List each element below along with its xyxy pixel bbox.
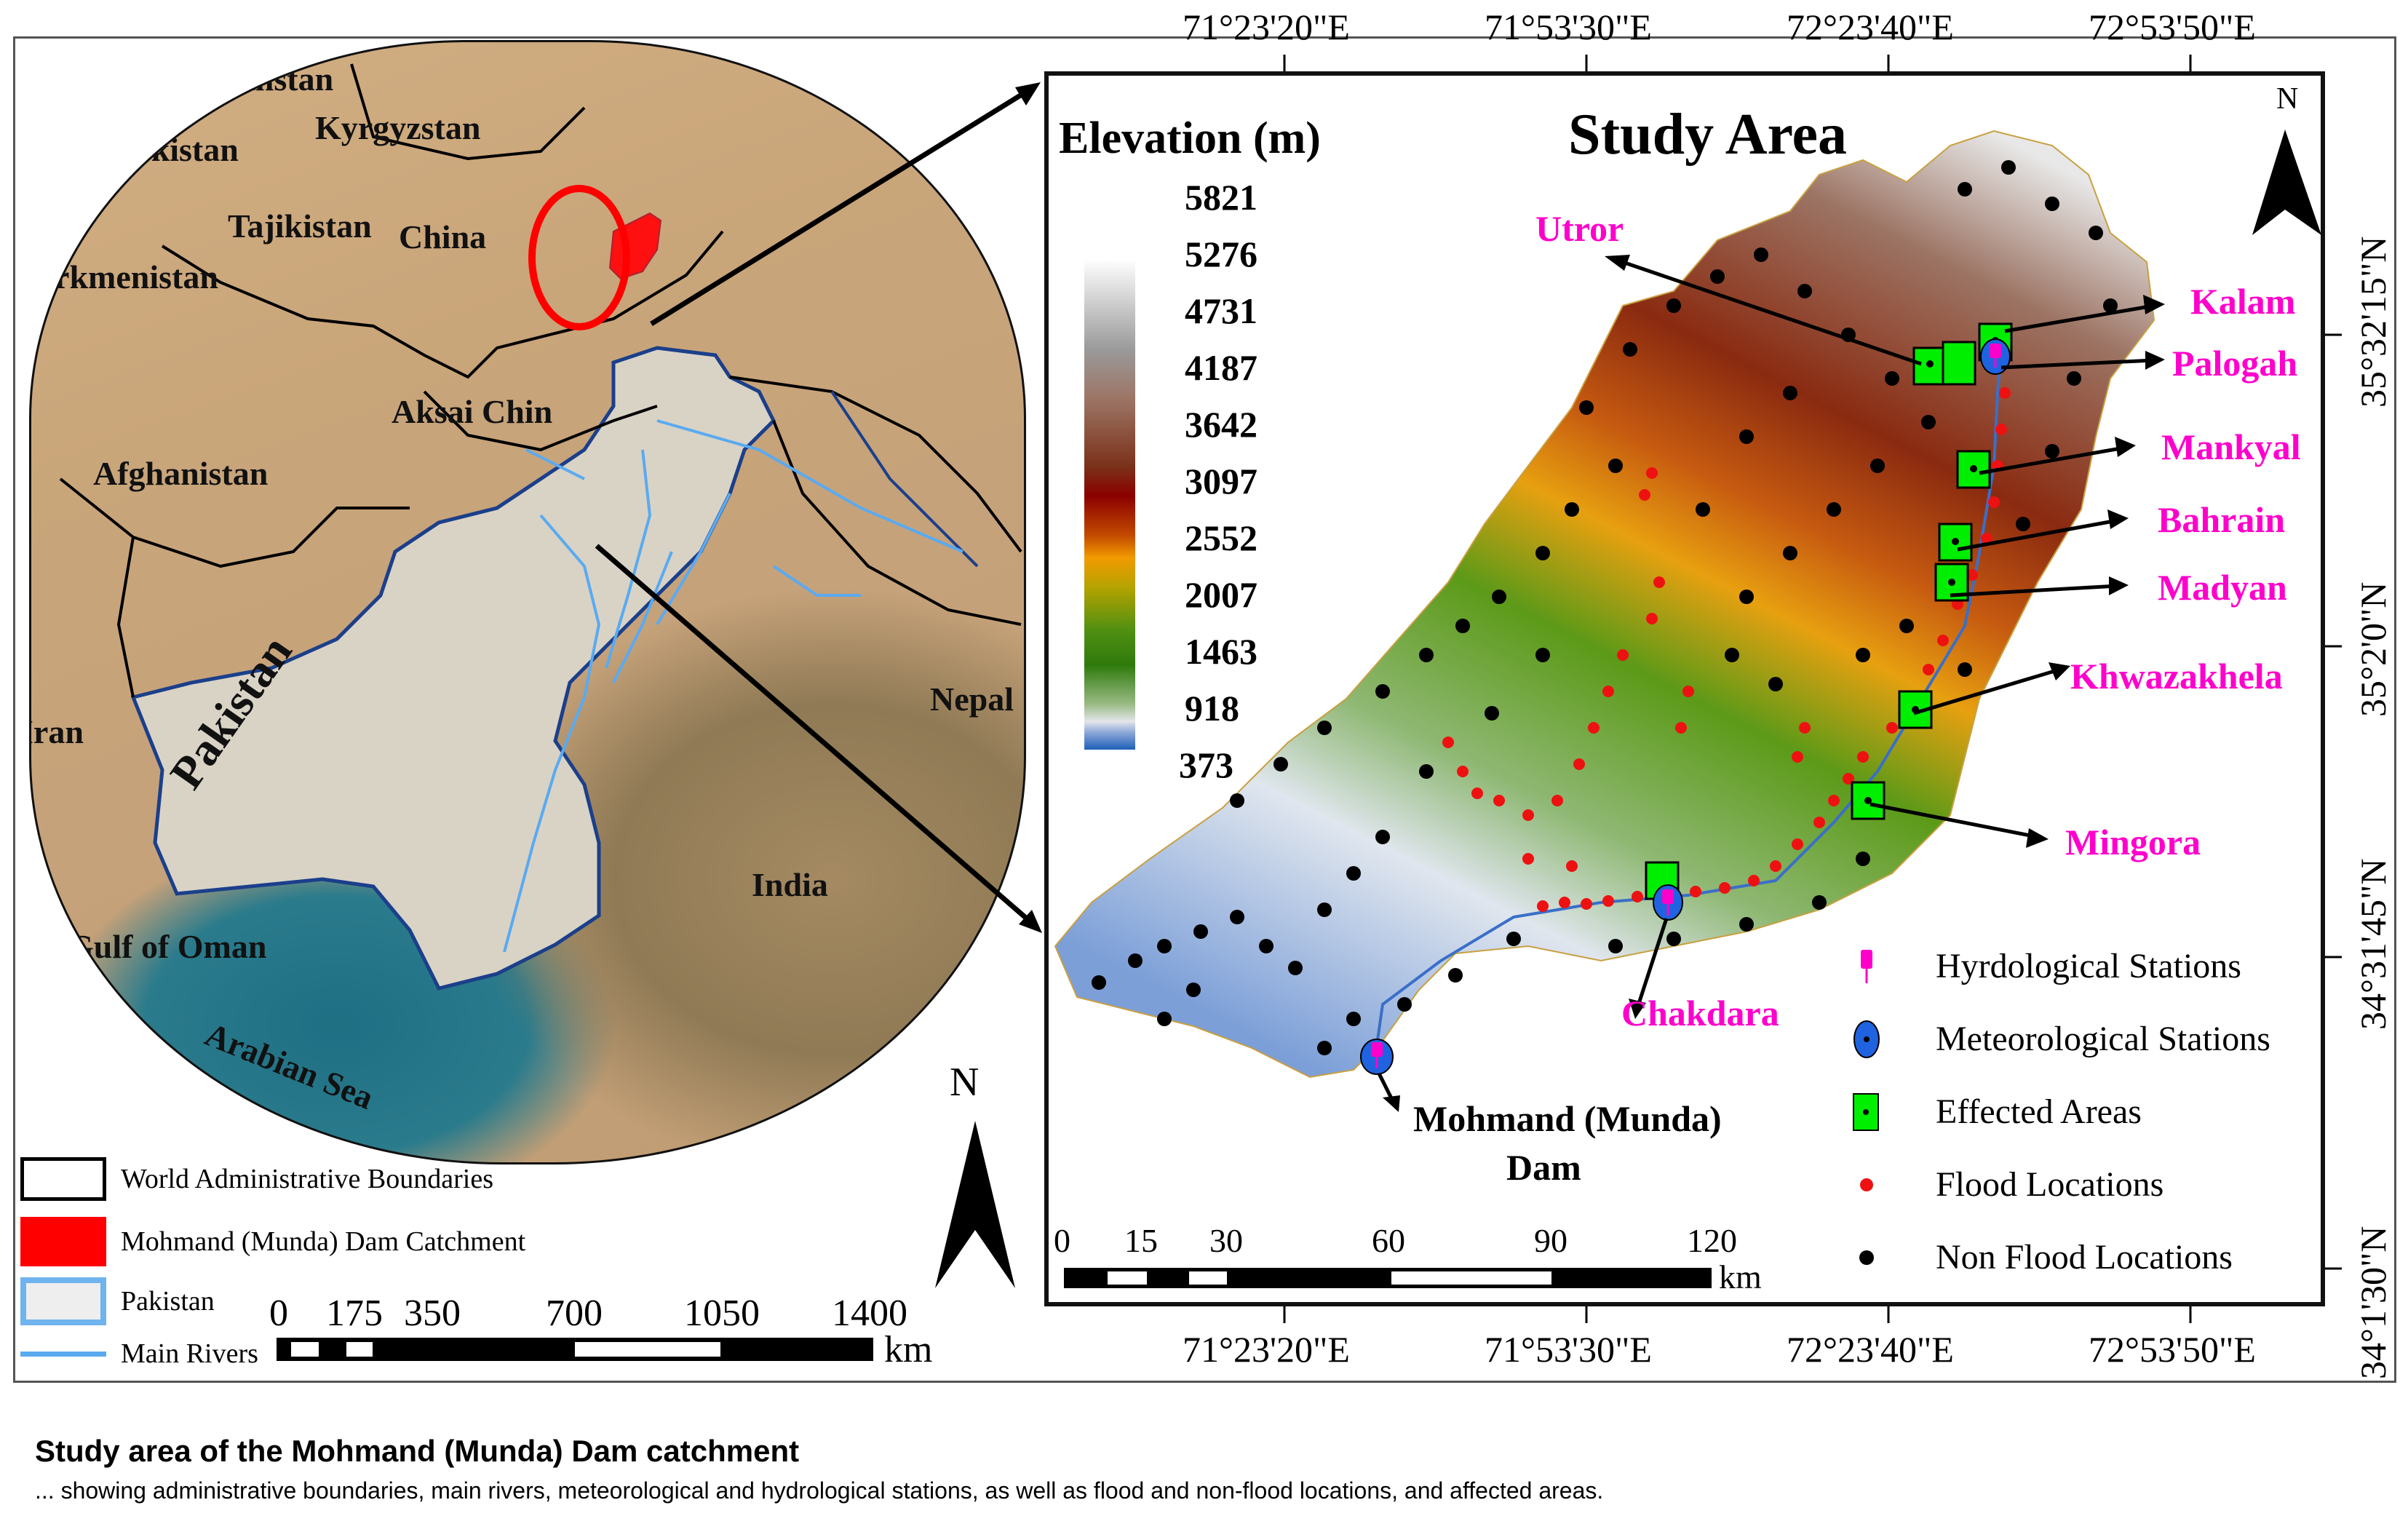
scale-tick: 350 xyxy=(404,1293,461,1334)
site-label-mankyal: Mankyal xyxy=(2161,426,2301,467)
hydrological-stations xyxy=(1371,344,2001,1068)
scale-tick: 30 xyxy=(1209,1222,1243,1259)
study-scale-bar xyxy=(1064,1268,1712,1288)
bottom-longitude: 71°53'30"E xyxy=(1485,1329,1652,1370)
label-india: India xyxy=(752,866,828,903)
elevation-value: 4187 xyxy=(1185,347,1257,388)
inset-scale-bar xyxy=(277,1338,873,1361)
black-dot-icon xyxy=(1859,1250,1874,1265)
elevation-value: 3097 xyxy=(1185,461,1257,501)
top-longitude: 72°53'50"E xyxy=(2089,7,2256,47)
site-label-khwazakhela: Khwazakhela xyxy=(2070,656,2283,697)
legend-hydrological-stations: Hyrdological Stations xyxy=(1841,946,2241,986)
scale-unit: km xyxy=(884,1329,933,1370)
elevation-value: 5821 xyxy=(1185,177,1257,218)
river-line-icon xyxy=(20,1351,106,1357)
right-latitude: 35°32'15"N xyxy=(2353,236,2393,408)
site-label-mingora: Mingora xyxy=(2065,822,2201,862)
non-flood-locations xyxy=(1092,160,2118,1055)
study-north-label: N xyxy=(2276,82,2299,116)
bottom-longitude: 72°53'50"E xyxy=(2089,1329,2256,1370)
site-label-chakdara: Chakdara xyxy=(1621,993,1779,1033)
legend-catchment: Mohmand (Munda) Dam Catchment xyxy=(20,1217,525,1266)
label-afghanistan: Afghanistan xyxy=(93,455,269,492)
site-label-palogah: Palogah xyxy=(2172,343,2298,384)
red-fill-swatch-icon xyxy=(20,1217,106,1266)
label-tajikistan: Tajikistan xyxy=(228,207,372,245)
scale-tick: 120 xyxy=(1687,1222,1737,1259)
label-nepal: Nepal xyxy=(930,680,1014,718)
scale-tick: 175 xyxy=(326,1293,383,1334)
red-dot-icon xyxy=(1860,1178,1873,1191)
label-turkmenistan: Turkmenistan xyxy=(29,258,218,295)
dam-label-line1: Mohmand (Munda) xyxy=(1413,1098,1722,1139)
study-north-arrow-icon xyxy=(2252,130,2321,235)
elevation-value: 373 xyxy=(1179,745,1233,785)
legend-effected-areas: Effected Areas xyxy=(1841,1092,2142,1132)
scale-tick: 90 xyxy=(1534,1222,1567,1259)
scale-tick: 0 xyxy=(1054,1222,1070,1259)
figure-caption-subtitle: ... showing administrative boundaries, m… xyxy=(35,1477,1604,1504)
elevation-value: 1463 xyxy=(1185,631,1257,672)
legend-flood-locations: Flood Locations xyxy=(1841,1164,2163,1205)
elevation-value: 3642 xyxy=(1185,404,1257,445)
scale-tick: 60 xyxy=(1372,1222,1405,1259)
scale-tick: 0 xyxy=(269,1293,288,1334)
site-pointer-arrows xyxy=(1377,256,2155,1104)
inset-north-arrow-icon xyxy=(935,1121,1015,1288)
outline-swatch-icon xyxy=(20,1157,106,1201)
right-latitude: 35°2'0"N xyxy=(2353,582,2393,717)
elevation-legend-title: Elevation (m) xyxy=(1059,114,1321,163)
legend-non-flood-locations: Non Flood Locations xyxy=(1841,1237,2233,1277)
label-kazakhstan: Kazakhstan xyxy=(162,60,334,98)
right-latitude: 34°31'45"N xyxy=(2353,858,2393,1030)
elevation-value: 2552 xyxy=(1185,517,1257,558)
top-longitude: 72°23'40"E xyxy=(1787,7,1954,47)
top-longitude: 71°23'20"E xyxy=(1183,7,1350,47)
figure-caption-title: Study area of the Mohmand (Munda) Dam ca… xyxy=(35,1434,800,1468)
scale-tick: 1400 xyxy=(832,1293,907,1334)
legend-pakistan: Pakistan xyxy=(20,1277,215,1325)
scale-unit: km xyxy=(1719,1258,1762,1295)
legend-meteorological-stations: Meteorological Stations xyxy=(1841,1019,2270,1059)
label-uzbekistan: Uzbekistan xyxy=(79,131,239,168)
right-latitude: 34°1'30"N xyxy=(2353,1226,2393,1379)
inset-overview-map: Kazakhstan Kyrgyzstan Uzbekistan Tajikis… xyxy=(29,40,1026,1164)
dam-label-line2: Dam xyxy=(1506,1147,1581,1188)
label-aksai-chin: Aksai Chin xyxy=(392,393,553,430)
bottom-longitude: 71°23'20"E xyxy=(1183,1329,1350,1370)
top-longitude: 71°53'30"E xyxy=(1485,7,1652,47)
pakistan-swatch-icon xyxy=(20,1277,106,1325)
site-label-utror: Utror xyxy=(1535,208,1624,249)
label-china: China xyxy=(399,218,487,255)
label-gulf-of-oman: Gulf of Oman xyxy=(68,928,267,965)
scale-tick: 1050 xyxy=(684,1293,760,1334)
site-label-madyan: Madyan xyxy=(2158,567,2287,608)
study-area-title: Study Area xyxy=(1568,103,1848,167)
legend-world-boundaries: World Administrative Boundaries xyxy=(20,1157,493,1201)
legend-main-rivers: Main Rivers xyxy=(20,1338,258,1370)
bottom-longitude: 72°23'40"E xyxy=(1787,1329,1954,1370)
elevation-value: 918 xyxy=(1185,688,1239,729)
inset-north-label: N xyxy=(950,1060,980,1105)
figure-frame xyxy=(13,36,2396,1383)
highlight-circle xyxy=(528,185,630,330)
green-square-icon xyxy=(1853,1092,1879,1131)
blue-circle-icon xyxy=(1853,1020,1880,1058)
elevation-value: 2007 xyxy=(1185,574,1257,615)
elevation-value: 4731 xyxy=(1185,290,1257,331)
elevation-color-ramp xyxy=(1084,186,1135,750)
label-iran: Iran xyxy=(31,713,84,750)
site-label-kalam: Kalam xyxy=(2190,281,2296,322)
pushpin-icon xyxy=(1861,949,1872,983)
scale-tick: 15 xyxy=(1124,1222,1158,1259)
label-kyrgyzstan: Kyrgyzstan xyxy=(315,109,481,146)
site-label-bahrain: Bahrain xyxy=(2158,499,2286,540)
scale-tick: 700 xyxy=(546,1293,603,1334)
inset-boundaries xyxy=(59,63,1022,991)
elevation-value: 5276 xyxy=(1185,234,1257,274)
